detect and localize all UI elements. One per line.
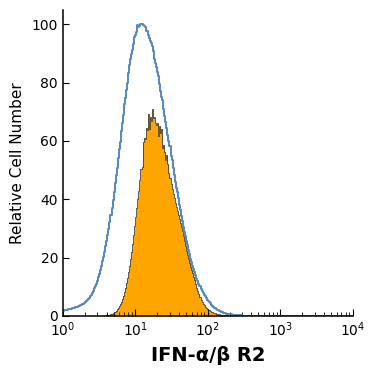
X-axis label: IFN-α/β R2: IFN-α/β R2	[150, 346, 265, 365]
Y-axis label: Relative Cell Number: Relative Cell Number	[10, 82, 25, 244]
